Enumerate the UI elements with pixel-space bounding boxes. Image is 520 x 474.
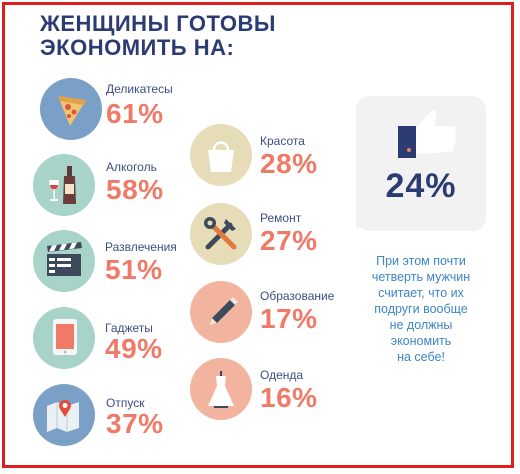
category-percent: 16%	[260, 382, 318, 413]
page-title: ЖЕНЩИНЫ ГОТОВЫ ЭКОНОМИТЬ НА:	[40, 12, 276, 60]
note-line: подруги вообще	[374, 302, 468, 316]
category-percent: 37%	[106, 408, 164, 439]
tools-icon	[190, 203, 252, 265]
note-line: не должны	[389, 318, 453, 332]
category-percent: 28%	[260, 148, 318, 179]
tablet-icon	[33, 307, 95, 369]
category-percent: 61%	[106, 98, 164, 129]
thumbs-up-icon	[398, 110, 457, 158]
shopping-bag-icon	[190, 124, 252, 186]
dress-icon	[190, 358, 252, 420]
category-label: Оденда	[260, 368, 304, 382]
pizza-icon	[40, 78, 102, 140]
category-label: Развлечения	[105, 240, 177, 254]
map-icon	[33, 384, 95, 446]
category-percent: 17%	[260, 303, 318, 334]
category-label: Ремонт	[260, 211, 302, 225]
category-label: Красота	[260, 134, 305, 148]
title-line-2: ЭКОНОМИТЬ НА:	[40, 35, 235, 60]
note-text: При этом почти четверть мужчин считает, …	[356, 253, 486, 365]
pencil-icon	[190, 281, 252, 343]
title-line-1: ЖЕНЩИНЫ ГОТОВЫ	[40, 11, 276, 36]
category-percent: 51%	[105, 254, 163, 285]
wine-bottle-icon	[33, 154, 95, 216]
note-line: на себе!	[397, 350, 445, 364]
note-line: экономить	[390, 334, 452, 348]
category-label: Образование	[260, 289, 335, 303]
category-percent: 58%	[106, 174, 164, 205]
note-line: четверть мужчин	[371, 270, 471, 284]
red-frame	[2, 2, 514, 468]
note-line: При этом почти	[376, 254, 466, 268]
category-label: Отпуск	[106, 396, 145, 410]
highlight-percent: 24%	[385, 167, 457, 205]
speech-bubble	[356, 96, 486, 231]
category-percent: 27%	[260, 225, 318, 256]
clapperboard-icon	[33, 230, 95, 292]
note-line: считает, что их	[378, 286, 464, 300]
category-label: Деликатесы	[106, 82, 173, 96]
speech-bubble-tail	[356, 215, 374, 229]
category-label: Алкоголь	[106, 160, 157, 174]
category-label: Гаджеты	[105, 321, 153, 335]
category-percent: 49%	[105, 333, 163, 364]
